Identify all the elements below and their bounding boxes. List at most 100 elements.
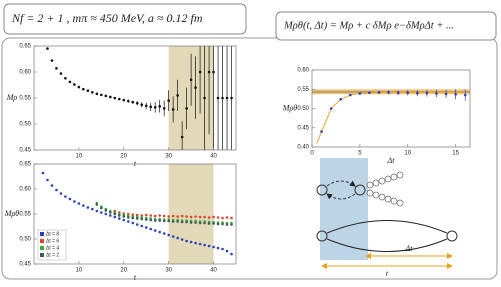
y-tick-label: 0.65 bbox=[19, 162, 31, 168]
source bbox=[316, 230, 328, 242]
point bbox=[216, 246, 220, 250]
point bbox=[140, 224, 144, 228]
point bbox=[73, 83, 76, 86]
legend-label: Δt = 8 bbox=[46, 231, 59, 237]
point bbox=[230, 216, 233, 220]
point bbox=[189, 240, 193, 244]
point bbox=[189, 215, 193, 219]
point bbox=[221, 222, 224, 226]
x-axis-label: t bbox=[134, 159, 137, 168]
point bbox=[95, 209, 99, 213]
highlight-band bbox=[168, 164, 214, 264]
point bbox=[171, 220, 175, 223]
point bbox=[126, 212, 130, 216]
y-tick-label: 0.55 bbox=[19, 96, 31, 102]
point bbox=[131, 216, 135, 220]
legend-swatch bbox=[40, 232, 44, 236]
y-tick-label: 0.50 bbox=[19, 237, 31, 243]
point bbox=[230, 223, 233, 226]
point bbox=[126, 99, 130, 103]
formula: Mρθ(t, Δt) = Mρ + c δMρ e−δMρΔt + ... bbox=[283, 20, 454, 31]
point bbox=[59, 192, 63, 195]
point bbox=[149, 227, 153, 231]
point bbox=[339, 97, 343, 101]
point bbox=[171, 214, 175, 218]
point bbox=[180, 238, 184, 241]
point bbox=[77, 85, 81, 89]
x-tick-label: 0 bbox=[310, 151, 314, 157]
point bbox=[109, 214, 112, 217]
point bbox=[158, 214, 161, 217]
point bbox=[149, 214, 153, 217]
x-tick-label: 10 bbox=[76, 268, 83, 274]
point bbox=[167, 233, 170, 237]
point bbox=[82, 87, 85, 91]
axes-frame bbox=[311, 69, 471, 148]
point bbox=[185, 239, 188, 243]
point bbox=[162, 219, 166, 223]
point bbox=[358, 92, 362, 95]
y-tick-label: 0.45 bbox=[297, 125, 309, 131]
point bbox=[180, 135, 184, 139]
point bbox=[122, 218, 126, 222]
point bbox=[55, 67, 58, 70]
point bbox=[113, 215, 117, 219]
point bbox=[140, 103, 144, 107]
point bbox=[198, 70, 202, 74]
point bbox=[406, 91, 410, 95]
point bbox=[68, 197, 72, 201]
point bbox=[104, 209, 108, 212]
point bbox=[377, 91, 381, 94]
point bbox=[180, 220, 184, 224]
point bbox=[55, 188, 58, 192]
y-tick-label: 0.50 bbox=[297, 106, 309, 112]
legend-swatch bbox=[40, 253, 44, 257]
point bbox=[216, 216, 220, 219]
point bbox=[158, 105, 161, 108]
point bbox=[149, 105, 153, 109]
point bbox=[221, 216, 224, 220]
point bbox=[212, 222, 215, 225]
point bbox=[203, 96, 206, 100]
point bbox=[86, 206, 90, 209]
point bbox=[113, 96, 117, 100]
point bbox=[194, 241, 197, 245]
point bbox=[216, 222, 220, 226]
t-label: t bbox=[386, 269, 389, 278]
x-tick-label: 40 bbox=[210, 268, 217, 274]
point bbox=[126, 216, 130, 219]
point bbox=[216, 96, 220, 100]
point bbox=[176, 215, 179, 218]
point bbox=[207, 244, 211, 248]
y-tick-label: 0.65 bbox=[19, 44, 31, 50]
point bbox=[104, 94, 108, 98]
propagator bbox=[326, 238, 448, 252]
point bbox=[207, 222, 211, 225]
point bbox=[203, 221, 206, 225]
quark-line bbox=[326, 193, 356, 200]
point bbox=[131, 221, 135, 225]
point bbox=[153, 106, 157, 109]
point bbox=[64, 76, 67, 80]
point bbox=[91, 90, 94, 94]
point bbox=[77, 202, 81, 205]
main-frame bbox=[1, 37, 498, 280]
point bbox=[162, 232, 166, 235]
propagator bbox=[326, 220, 448, 234]
x-axis-label: t bbox=[134, 273, 137, 282]
y-axis-label: Mρθ bbox=[4, 209, 20, 218]
point bbox=[207, 70, 211, 74]
point bbox=[368, 91, 371, 95]
point bbox=[225, 249, 229, 253]
y-tick-label: 0.60 bbox=[19, 187, 31, 193]
point bbox=[203, 215, 206, 219]
point bbox=[158, 230, 161, 234]
vertex bbox=[354, 184, 366, 196]
y-tick-label: 0.40 bbox=[297, 145, 309, 151]
point bbox=[194, 215, 197, 218]
point bbox=[185, 220, 188, 224]
x-tick-label: 40 bbox=[210, 154, 217, 160]
point bbox=[198, 242, 202, 246]
